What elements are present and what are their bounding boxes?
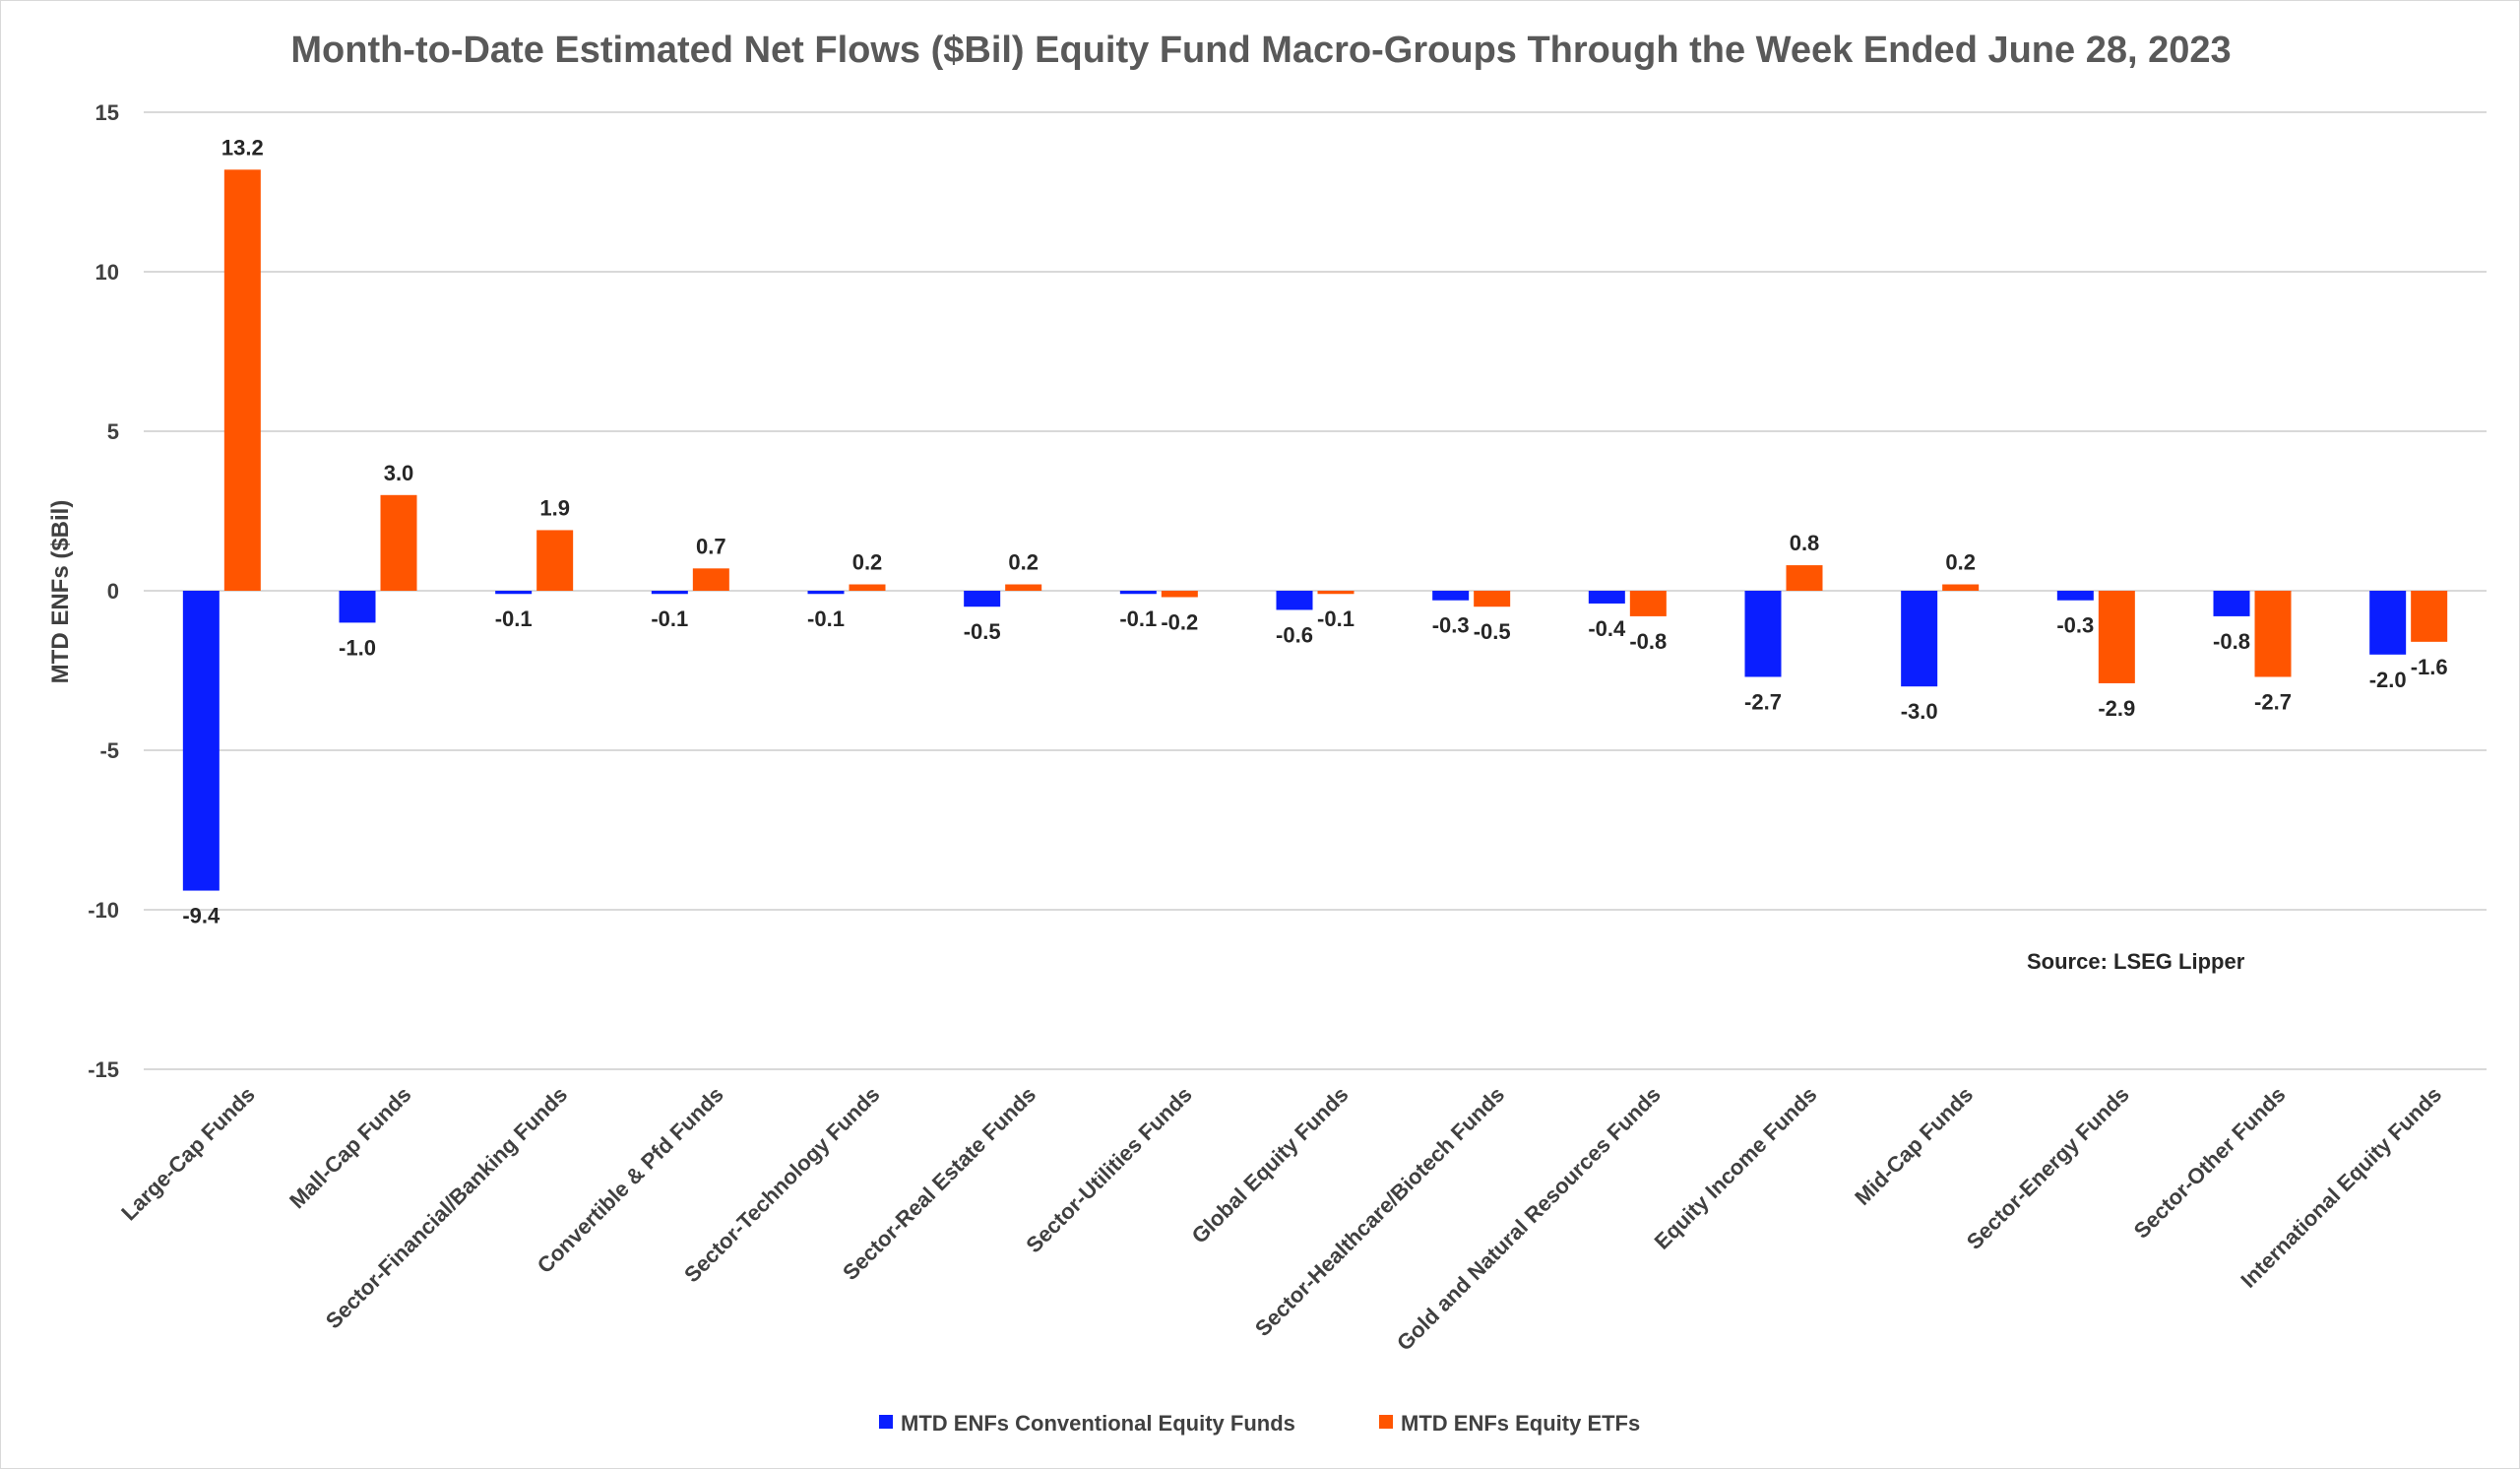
x-category-label: Sector-Utilities Funds (1021, 1082, 1196, 1257)
x-category-label: Equity Income Funds (1650, 1082, 1822, 1254)
legend: MTD ENFs Conventional Equity Funds MTD E… (879, 1411, 1640, 1436)
legend-swatch-etfs (1379, 1415, 1393, 1429)
data-label-etf: -1.6 (2411, 655, 2448, 679)
y-tick-label: 5 (107, 419, 119, 444)
x-category-label: Large-Cap Funds (116, 1082, 260, 1226)
bar-conventional (182, 591, 220, 891)
x-category-label: Global Equity Funds (1187, 1082, 1354, 1248)
bar-conventional (651, 591, 688, 595)
bar-etf (1942, 584, 1980, 591)
x-category-label: Mid-Cap Funds (1850, 1082, 1978, 1210)
y-tick-label: -15 (88, 1057, 119, 1082)
bar-etf (1474, 591, 1511, 607)
y-tick-label: -10 (88, 898, 119, 923)
data-label-etf: -2.7 (2254, 689, 2292, 714)
data-label-etf: -2.9 (2098, 696, 2135, 721)
data-label-conventional: -0.6 (1276, 622, 1313, 647)
bar-etf (1786, 565, 1823, 591)
data-label-conventional: -0.1 (1119, 607, 1157, 631)
legend-swatch-conventional (879, 1415, 893, 1429)
gridlines (144, 111, 2487, 1070)
data-label-etf: -0.2 (1161, 609, 1198, 634)
source-note: Source: LSEG Lipper (2027, 949, 2245, 974)
bar-etf (1629, 591, 1667, 616)
data-label-conventional: -2.0 (2369, 668, 2407, 692)
chart-title: Month-to-Date Estimated Net Flows ($Bil)… (290, 30, 2231, 71)
x-axis-categories: Large-Cap Funds Mall-Cap FundsSector-Fina… (116, 1082, 2446, 1356)
data-label-conventional: -3.0 (1901, 699, 1938, 724)
bar-conventional (2056, 591, 2094, 601)
bar-etf (2098, 591, 2135, 683)
x-category-label: Gold and Natural Resources Funds (1392, 1082, 1666, 1356)
data-label-conventional: -1.0 (339, 635, 376, 660)
bar-etf (223, 169, 261, 591)
y-tick-label: 0 (107, 579, 119, 604)
bar-conventional (964, 591, 1001, 607)
data-label-conventional: -0.1 (495, 607, 533, 631)
data-label-etf: -0.5 (1474, 619, 1511, 644)
data-label-etf: 0.2 (1008, 550, 1039, 575)
x-category-label: Sector-Financial/Banking Funds (321, 1082, 572, 1333)
x-category-label: Sector-Other Funds (2129, 1082, 2291, 1244)
data-label-etf: 0.2 (852, 550, 883, 575)
bar-etf (692, 568, 729, 591)
data-label-etf: -0.8 (1629, 629, 1667, 654)
data-label-etf: 0.8 (1790, 531, 1820, 555)
data-label-conventional: -0.4 (1588, 616, 1626, 641)
bar-conventional (339, 591, 376, 623)
y-axis-label: MTD ENFs ($Bil) (47, 500, 74, 684)
bar-etf (849, 584, 886, 591)
data-label-etf: 1.9 (539, 495, 570, 520)
bar-conventional (2369, 591, 2407, 655)
data-label-conventional: -2.7 (1744, 689, 1782, 714)
bar-etf (1005, 584, 1042, 591)
x-category-label: Sector-Energy Funds (1962, 1082, 2134, 1254)
y-tick-label: 10 (95, 260, 119, 285)
data-label-etf: 0.7 (696, 534, 726, 558)
x-category-label: Convertible & Pfd Funds (533, 1082, 728, 1278)
x-category-label: Sector-Healthcare/Biotech Funds (1250, 1082, 1509, 1341)
data-label-conventional: -0.1 (807, 607, 845, 631)
legend-label-conventional: MTD ENFs Conventional Equity Funds (901, 1411, 1295, 1436)
bar-conventional (807, 591, 845, 595)
bar-conventional (1276, 591, 1313, 610)
bar-etf (536, 530, 574, 591)
data-label-etf: -0.1 (1317, 607, 1354, 631)
bar-etf (1161, 591, 1198, 598)
bar-etf (380, 494, 417, 591)
data-label-conventional: -9.4 (182, 904, 220, 928)
data-labels: -9.4 13.2 -1.0 3.0 -0.1 1.9 -0.1 0.7 -0.1 0.2 -0.5… (182, 135, 2447, 927)
data-label-conventional: -0.5 (964, 619, 1001, 644)
legend-label-etfs: MTD ENFs Equity ETFs (1401, 1411, 1640, 1436)
y-tick-label: 15 (95, 100, 119, 125)
data-label-conventional: -0.8 (2213, 629, 2250, 654)
data-label-etf: 3.0 (384, 461, 414, 485)
bar-etf (1317, 591, 1354, 595)
bars (182, 169, 2448, 891)
bar-conventional (2213, 591, 2250, 616)
bar-conventional (495, 591, 533, 595)
bar-conventional (1432, 591, 1470, 601)
data-label-conventional: -0.3 (2056, 613, 2094, 638)
data-label-conventional: -0.3 (1432, 613, 1470, 638)
data-label-conventional: -0.1 (651, 607, 688, 631)
y-tick-label: -5 (99, 738, 119, 763)
bar-etf (2254, 591, 2292, 677)
bar-conventional (1119, 591, 1157, 595)
y-axis-ticks: 15 10 5 0 -5 -10 -15 (88, 100, 119, 1082)
data-label-etf: 0.2 (1945, 550, 1976, 575)
bar-conventional (1588, 591, 1625, 604)
x-category-label: Mall-Cap Funds (284, 1082, 415, 1213)
bar-conventional (1744, 591, 1782, 677)
bar-conventional (1901, 591, 1938, 687)
bar-etf (2411, 591, 2448, 642)
data-label-etf: 13.2 (221, 135, 264, 160)
